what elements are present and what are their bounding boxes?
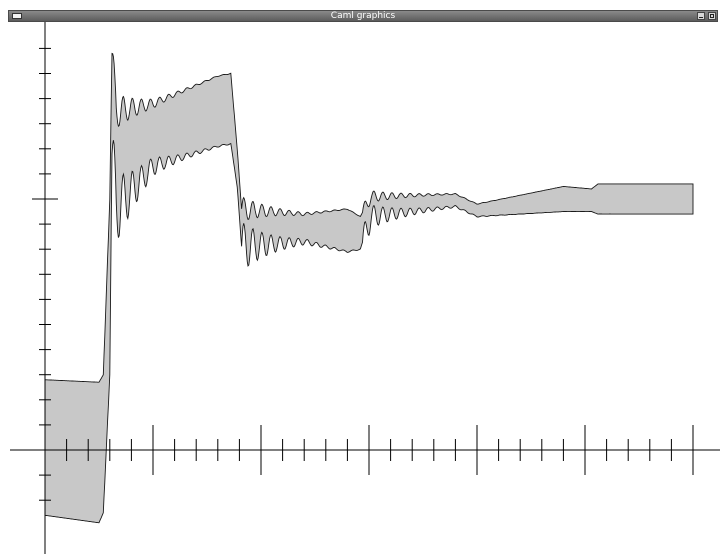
window-title: Caml graphics <box>330 11 396 21</box>
graphics-canvas <box>0 22 720 554</box>
window-titlebar[interactable]: Caml graphics <box>8 10 718 22</box>
signal-band <box>44 52 694 524</box>
axes <box>10 22 720 554</box>
minimize-icon[interactable] <box>697 12 705 20</box>
window-menu-icon[interactable] <box>12 13 22 19</box>
plot-svg <box>10 22 720 554</box>
signal-envelope <box>44 52 694 524</box>
maximize-icon[interactable] <box>708 12 716 20</box>
